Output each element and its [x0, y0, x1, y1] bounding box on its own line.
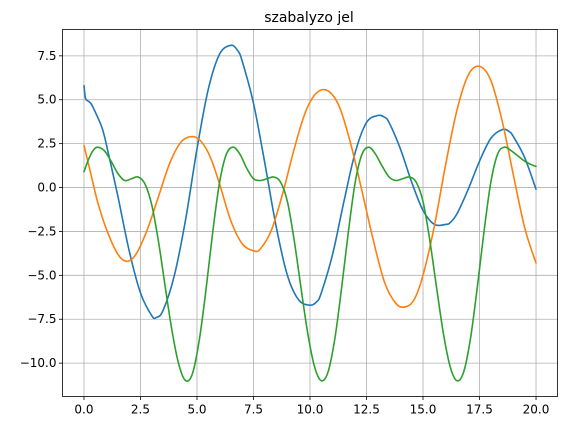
- y-tick-label: −2.5: [27, 224, 56, 238]
- series-layer: [83, 44, 537, 382]
- x-tick-label: 15.0: [410, 403, 437, 417]
- y-tick-label: 5.0: [37, 93, 56, 107]
- y-tick-label: −10.0: [20, 356, 57, 370]
- x-tick-label: 20.0: [523, 403, 550, 417]
- series-line-2: [83, 65, 537, 309]
- x-tick-label: 2.5: [131, 403, 150, 417]
- x-tick-label: 7.5: [244, 403, 263, 417]
- x-tick-label: 17.5: [466, 403, 493, 417]
- chart-title: szabalyzo jel: [264, 10, 354, 26]
- x-tick-label: 5.0: [187, 403, 206, 417]
- series-line-1: [83, 44, 537, 320]
- x-tick-label: 10.0: [297, 403, 324, 417]
- y-tick-label: 0.0: [37, 181, 56, 195]
- y-tick-label: 2.5: [37, 137, 56, 151]
- x-axis: 0.0 2.5 5.0 7.5 10.0 12.5 15.0 17.5 20.0: [74, 396, 550, 417]
- series-line-3: [83, 146, 537, 382]
- y-tick-label: −7.5: [27, 312, 56, 326]
- y-tick-label: −5.0: [27, 268, 56, 282]
- y-axis: 7.5 5.0 2.5 0.0 −2.5 −5.0 −7.5 −10.0: [20, 49, 63, 370]
- x-tick-label: 0.0: [74, 403, 93, 417]
- x-tick-label: 12.5: [353, 403, 380, 417]
- y-tick-label: 7.5: [37, 49, 56, 63]
